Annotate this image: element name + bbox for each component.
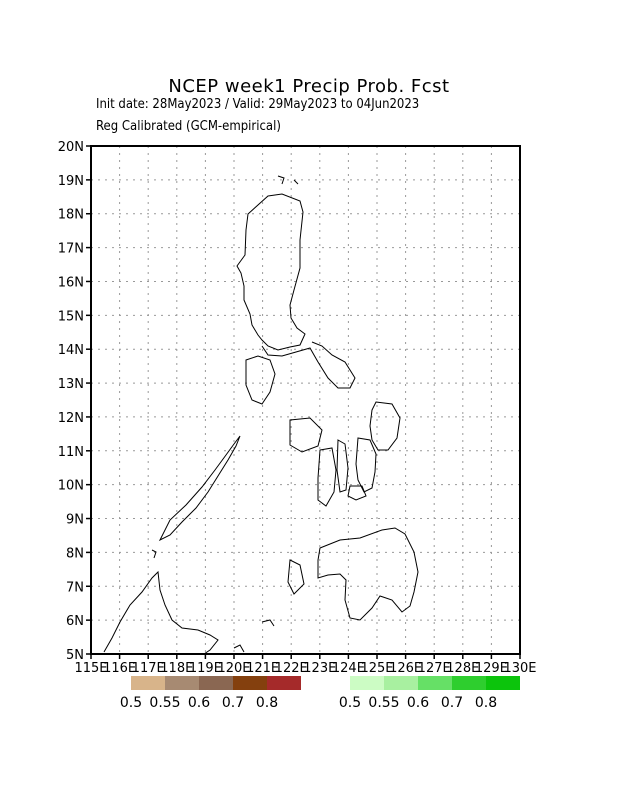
lat-tick-label: 13N: [58, 377, 84, 392]
lon-tick-label: 122E: [275, 661, 308, 676]
lat-tick-label: 8N: [66, 546, 84, 561]
map-title: NCEP week1 Precip Prob. Fcst: [168, 76, 450, 97]
dry-legend-label: 0.55: [149, 695, 180, 711]
lat-tick-label: 20N: [58, 140, 84, 155]
init-valid-dates: Init date: 28May2023 / Valid: 29May2023 …: [96, 97, 420, 112]
lat-tick-label: 12N: [58, 411, 84, 426]
lon-tick-label: 115E: [74, 661, 107, 676]
gridlines: [91, 146, 520, 654]
lon-tick-label: 124E: [332, 661, 365, 676]
dry-legend-swatch: [131, 676, 165, 690]
wet-legend-swatch: [452, 676, 486, 690]
lon-tick-label: 120E: [217, 661, 250, 676]
calibration-label: Reg Calibrated (GCM-empirical): [96, 119, 281, 134]
legend-wet: 0.5 0.55 0.6 0.7 0.8: [339, 676, 520, 711]
lon-tick-labels: 115E116E117E118E119E120E121E122E123E124E…: [74, 654, 537, 676]
wet-legend-label: 0.5: [339, 695, 361, 711]
wet-legend-swatch: [418, 676, 452, 690]
wet-legend-swatch: [486, 676, 520, 690]
lon-tick-label: 121E: [246, 661, 279, 676]
lat-tick-label: 19N: [58, 174, 84, 189]
lat-tick-label: 14N: [58, 343, 84, 358]
lat-tick-label: 16N: [58, 275, 84, 290]
plot-frame: [90, 145, 521, 655]
lon-tick-label: 125E: [360, 661, 393, 676]
wet-legend-swatch: [350, 676, 384, 690]
plot-background: [91, 146, 520, 654]
lon-tick-label: 117E: [132, 661, 165, 676]
lat-tick-label: 9N: [66, 513, 84, 528]
lon-tick-label: 130E: [503, 661, 536, 676]
lon-tick-label: 118E: [160, 661, 193, 676]
lat-tick-label: 7N: [66, 580, 84, 595]
lon-tick-label: 126E: [389, 661, 422, 676]
dry-legend-swatch: [199, 676, 233, 690]
legend-dry: 0.5 0.55 0.6 0.7 0.8: [120, 676, 301, 711]
wet-legend-swatch: [384, 676, 418, 690]
lon-tick-label: 127E: [418, 661, 451, 676]
lon-tick-label: 128E: [446, 661, 479, 676]
dry-legend-label: 0.5: [120, 695, 142, 711]
dry-legend-label: 0.6: [188, 695, 210, 711]
lat-tick-label: 17N: [58, 242, 84, 257]
coastline: [103, 175, 419, 655]
lon-tick-label: 116E: [103, 661, 136, 676]
lat-tick-labels: 20N 19N 18N 17N 16N 15N 14N 13N 12N 11N 10N 9N 8N 7N 6…: [58, 140, 91, 663]
lon-tick-label: 129E: [475, 661, 508, 676]
dry-legend-swatch: [165, 676, 199, 690]
lat-tick-label: 15N: [58, 309, 84, 324]
lon-tick-label: 123E: [303, 661, 336, 676]
lat-tick-label: 10N: [58, 479, 84, 494]
dry-legend-swatch: [233, 676, 267, 690]
lat-tick-label: 5N: [66, 648, 84, 663]
lat-tick-label: 18N: [58, 208, 84, 223]
dry-legend-label: 0.7: [222, 695, 244, 711]
dry-legend-label: 0.8: [256, 695, 278, 711]
lon-tick-label: 119E: [189, 661, 222, 676]
wet-legend-label: 0.7: [441, 695, 463, 711]
wet-legend-label: 0.8: [475, 695, 497, 711]
lat-tick-label: 11N: [58, 445, 84, 460]
dry-legend-swatch: [267, 676, 301, 690]
lat-tick-label: 6N: [66, 614, 84, 629]
wet-legend-label: 0.6: [407, 695, 429, 711]
wet-legend-label: 0.55: [368, 695, 399, 711]
